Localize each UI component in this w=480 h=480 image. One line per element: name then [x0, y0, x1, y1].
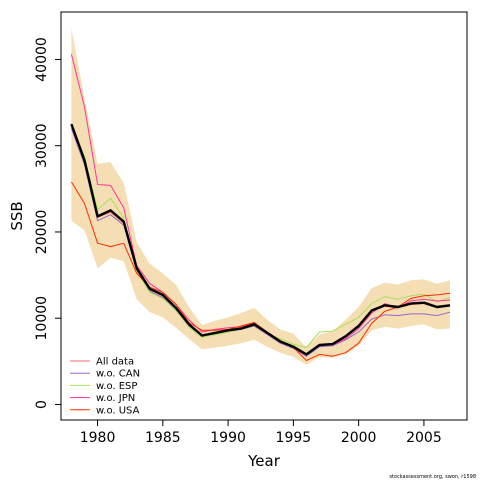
legend-label: w.o. JPN [96, 393, 135, 404]
x-tick-label: 1995 [276, 430, 312, 446]
footer-note: stockassessment.org, swon, r1598 [389, 474, 476, 480]
y-tick-label: 10000 [34, 296, 50, 341]
confidence-band-layer [71, 28, 451, 365]
y-tick-label: 30000 [34, 123, 50, 168]
legend-label: All data [96, 357, 134, 368]
legend-item: w.o. CAN [70, 369, 140, 380]
legend-label: w.o. CAN [96, 369, 140, 380]
legend-label: w.o. ESP [96, 381, 137, 392]
confidence-band [71, 28, 451, 365]
x-axis-title: Year [247, 452, 281, 470]
series-lines-layer [70, 54, 451, 361]
x-tick-label: 1985 [145, 430, 181, 446]
y-tick-label: 40000 [34, 37, 50, 82]
y-tick-label: 0 [34, 400, 50, 409]
x-tick-label: 1980 [80, 430, 116, 446]
legend-item: w.o. USA [70, 405, 140, 416]
legend-item: w.o. ESP [70, 381, 137, 392]
y-axis-title: SSB [8, 201, 26, 230]
y-axis: 0 10000 20000 30000 40000 [34, 37, 62, 409]
x-tick-label: 2000 [341, 430, 377, 446]
x-tick-label: 2005 [406, 430, 442, 446]
y-tick-label: 20000 [34, 210, 50, 255]
legend-item: All data [70, 357, 134, 368]
x-tick-label: 1990 [210, 430, 246, 446]
legend-label: w.o. USA [96, 405, 140, 416]
series-line-estimate-all-data [70, 123, 451, 356]
x-axis: 1980 1985 1990 1995 2000 2005 [80, 419, 442, 446]
legend-item: w.o. JPN [70, 393, 135, 404]
